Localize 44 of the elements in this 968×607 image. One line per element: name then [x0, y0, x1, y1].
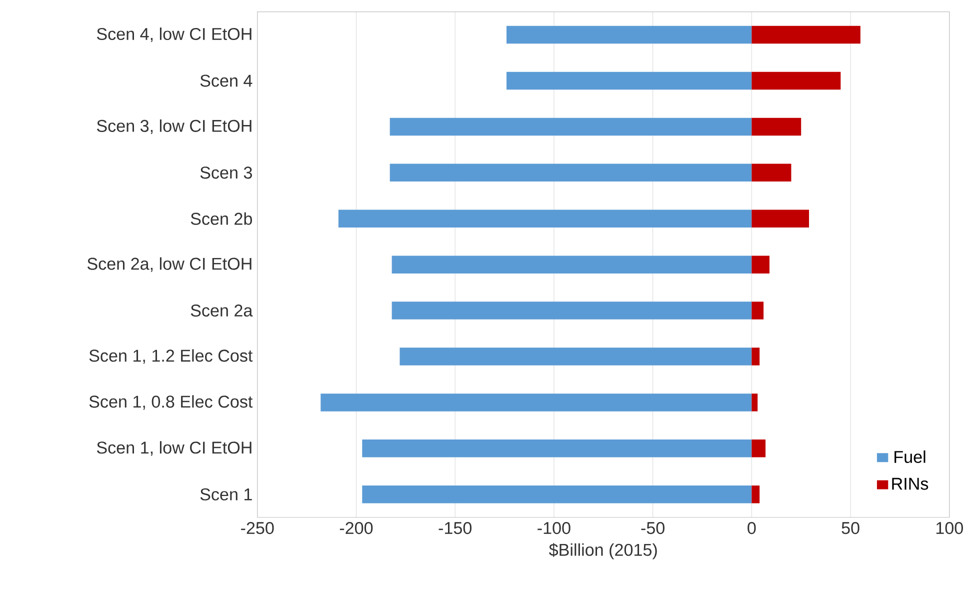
bar: [752, 348, 760, 366]
x-tick-label: -200: [340, 522, 373, 534]
bar: [752, 256, 770, 274]
y-tick-label: Scen 2a: [190, 304, 253, 317]
y-tick-label: Scen 1: [200, 488, 252, 501]
x-tick-label: 100: [936, 522, 963, 534]
bar: [752, 210, 810, 228]
bar: [362, 486, 752, 504]
bar: [390, 118, 752, 136]
bar: [752, 72, 841, 90]
bar: [506, 26, 752, 44]
x-tick-label: -150: [438, 522, 472, 534]
y-tick-label: Scen 4, low CI EtOH: [96, 28, 252, 42]
bar: [752, 118, 802, 136]
y-tick-label: Scen 3, low CI EtOH: [96, 120, 252, 134]
y-tick-label: Scen 1, 1.2 Elec Cost: [89, 349, 253, 364]
legend-label: Fuel: [894, 450, 926, 464]
bar: [752, 302, 764, 320]
bar: [752, 486, 760, 504]
x-axis-title: $Billion (2015): [549, 543, 657, 560]
y-tick-label: Scen 3: [200, 166, 252, 179]
bar: [392, 302, 752, 320]
y-tick-label: Scen 2a, low CI EtOH: [87, 257, 252, 272]
y-tick-label: Scen 1, low CI EtOH: [96, 441, 252, 456]
y-tick-label: Scen 4: [200, 74, 252, 87]
bar: [752, 394, 758, 412]
bar: [752, 164, 792, 182]
y-tick-label: Scen 2b: [190, 212, 252, 226]
x-tick-label: -50: [641, 522, 664, 534]
bar: [320, 394, 752, 412]
x-tick-label: 50: [842, 522, 860, 534]
bar: [362, 440, 752, 458]
bar: [752, 440, 766, 458]
bar: [506, 72, 752, 90]
bar: [392, 256, 752, 274]
y-tick-label: Scen 1, 0.8 Elec Cost: [89, 395, 253, 410]
x-tick-label: -250: [241, 522, 274, 534]
x-tick-label: 0: [748, 522, 756, 534]
bar: [338, 210, 752, 228]
bar: [400, 348, 752, 366]
bar: [390, 164, 752, 182]
legend-label: RINs: [892, 478, 928, 490]
x-tick-label: -100: [538, 522, 570, 534]
bar: [752, 26, 860, 44]
